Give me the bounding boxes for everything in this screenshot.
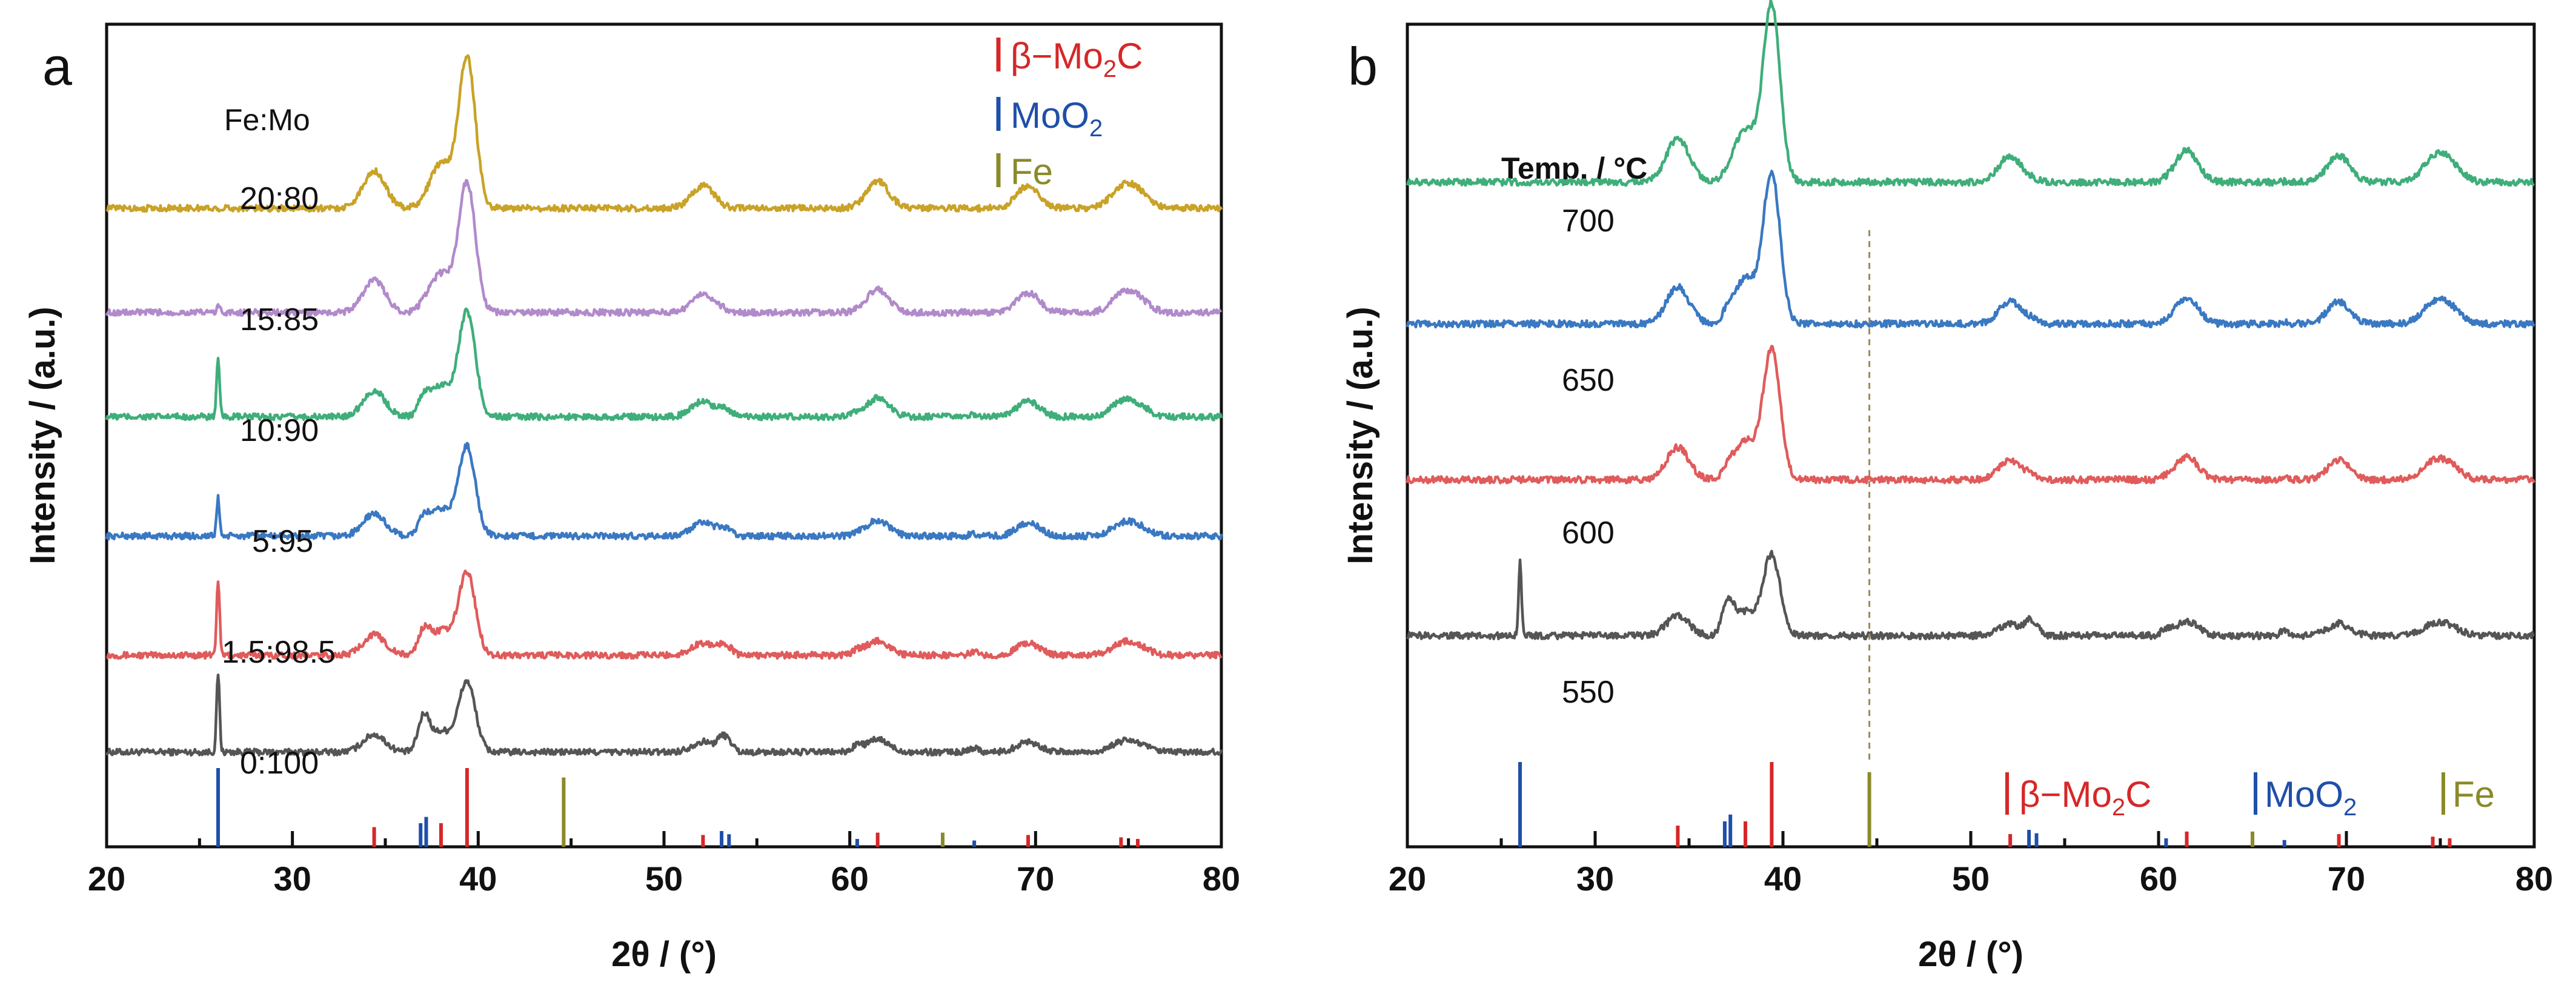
xrd-trace-20-80: [105, 54, 1223, 213]
panel-a-traces: [105, 54, 1223, 757]
legend-label-fe: Fe: [2452, 774, 2495, 815]
xrd-trace-600: [1406, 345, 2536, 485]
panel-b-trace-label: 600: [1562, 515, 1615, 551]
panel-b-trace-label: 700: [1562, 204, 1615, 239]
panel-b-xtick-label: 70: [2328, 860, 2365, 898]
panel-b-legend: β−Mo2C MoO2 Fe: [2005, 772, 2495, 821]
panel-b-letter: b: [1348, 36, 1378, 96]
panel-a-header: Fe:Mo: [224, 103, 310, 137]
panel-b-frame: [1406, 22, 2536, 849]
panel-b-xtick-label: 50: [1952, 860, 1990, 898]
legend-label-moo2: MoO2: [1011, 95, 1103, 142]
legend-label-moo2: MoO2: [2265, 774, 2357, 821]
panel-a-xtick-label: 40: [459, 860, 497, 898]
panel-a-xtick-label: 80: [1203, 860, 1240, 898]
panel-a-trace-label: 5:95: [252, 524, 313, 559]
xrd-trace-15-85: [105, 179, 1222, 317]
panel-b-trace-label: 550: [1562, 675, 1615, 710]
panel-a-xtick-label: 20: [88, 860, 125, 898]
xrd-trace-1-5-98-5: [106, 569, 1223, 660]
panel-a-trace-label: 15:85: [240, 302, 319, 337]
panel-b-trace-labels: 550 600 650 700: [1562, 204, 1615, 710]
legend-label-mo2c: β−Mo2C: [1011, 36, 1143, 82]
panel-a-y-axis-title: Intensity / (a.u.): [23, 306, 62, 564]
panel-b-xtick-label: 40: [1764, 860, 1802, 898]
xrd-trace-650: [1406, 170, 2536, 329]
panel-a-xtick-label: 50: [645, 860, 683, 898]
panel-b-traces: [1406, 0, 2536, 641]
legend-label-fe: Fe: [1011, 151, 1053, 192]
panel-b-xtick-label: 80: [2515, 860, 2553, 898]
panel-a-xtick-label: 30: [274, 860, 311, 898]
xrd-trace-0-100: [105, 674, 1223, 757]
panel-b-x-axis-title: 2θ / (°): [1918, 935, 2023, 974]
panel-b-reference-bars: [1518, 230, 2452, 847]
xrd-trace-5-95: [105, 442, 1223, 541]
xrd-trace-10-90: [105, 307, 1223, 422]
panel-a-trace-label: 1.5:98.5: [222, 635, 336, 670]
xrd-trace-700: [1406, 0, 2535, 187]
panel-b-y-axis-title: Intensity / (a.u.): [1341, 306, 1380, 564]
panel-a-trace-label: 20:80: [240, 181, 319, 216]
panel-b-tick-labels: 20 30 40 50 60 70 80: [1389, 860, 2553, 898]
panel-b-trace-label: 650: [1562, 363, 1615, 398]
panel-a-tick-labels: 20 30 40 50 60 70 80: [88, 860, 1240, 898]
panel-a-trace-labels: 0:100 1.5:98.5 5:95 10:90 15:85 20:80: [222, 181, 336, 781]
panel-b-xtick-label: 20: [1389, 860, 1426, 898]
panel-b-xtick-label: 30: [1576, 860, 1614, 898]
panel-b-ticks: [1406, 831, 2536, 847]
xrd-trace-550: [1406, 549, 2535, 641]
panel-a-x-axis-title: 2θ / (°): [611, 935, 717, 974]
panel-b: b 20 30 40 50 60 70 80 2θ / (°) Intensit…: [1341, 0, 2553, 974]
panel-b-xtick-label: 60: [2140, 860, 2177, 898]
panel-a: a 20 30 40 50 60 70 80 2θ / (°) Intensit…: [23, 22, 1240, 974]
panel-a-reference-bars: [216, 768, 1140, 847]
panel-a-legend: β−Mo2C MoO2 Fe: [996, 36, 1143, 192]
panel-a-trace-label: 0:100: [240, 746, 319, 781]
panel-a-xtick-label: 60: [831, 860, 869, 898]
panel-a-trace-label: 10:90: [240, 413, 319, 448]
panel-a-ticks: [105, 831, 1223, 847]
panel-a-xtick-label: 70: [1017, 860, 1054, 898]
panel-a-letter: a: [42, 36, 72, 96]
legend-label-mo2c: β−Mo2C: [2019, 774, 2152, 821]
